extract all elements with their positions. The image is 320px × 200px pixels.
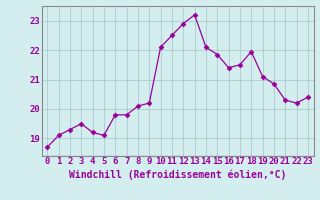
X-axis label: Windchill (Refroidissement éolien,°C): Windchill (Refroidissement éolien,°C) (69, 169, 286, 180)
